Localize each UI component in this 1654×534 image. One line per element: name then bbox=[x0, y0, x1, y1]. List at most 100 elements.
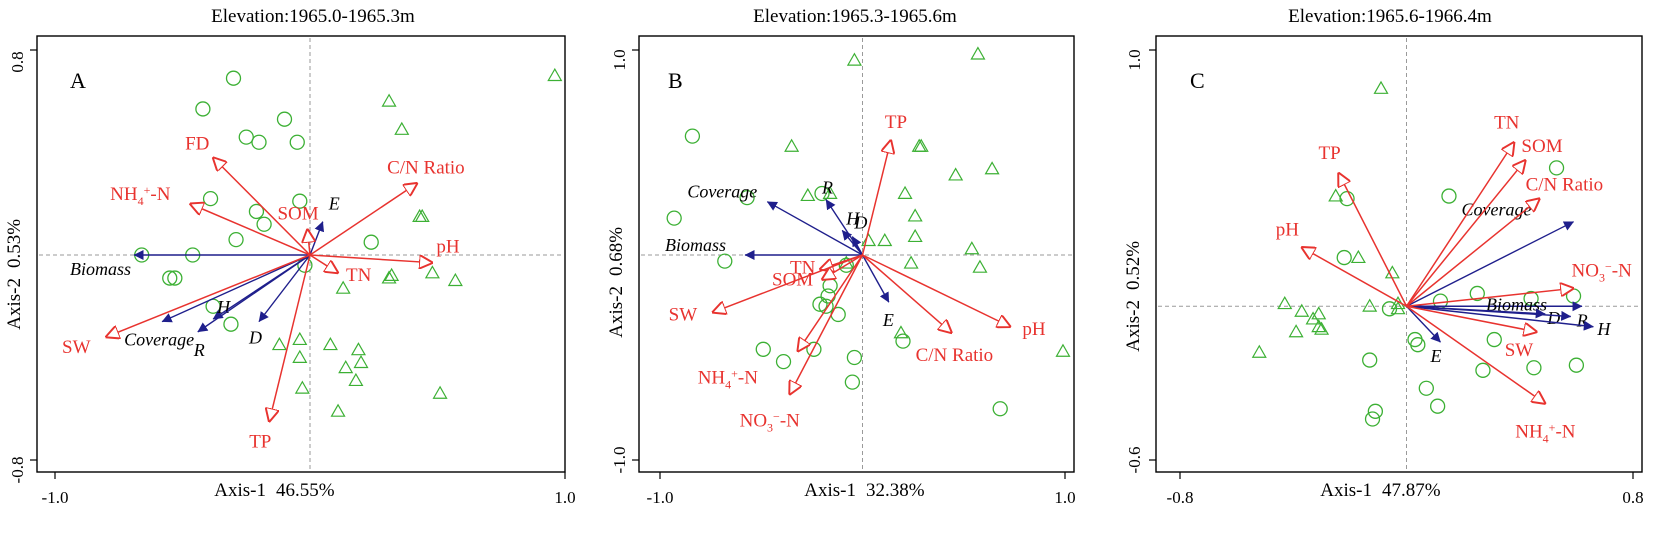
panel-a-triangle-site bbox=[350, 342, 366, 356]
panel-a-triangle-site bbox=[353, 354, 369, 369]
panel-a-env-arrow-tp bbox=[269, 254, 311, 422]
panel-a-env-arrow-som bbox=[307, 229, 310, 256]
panel-c-veg-label-h: H bbox=[1596, 319, 1611, 339]
panel-a-env-label-tp: TP bbox=[249, 432, 271, 453]
panel-a-ylabel-pct: 0.53% bbox=[4, 219, 25, 268]
panel-b-circle-site bbox=[812, 296, 828, 312]
panel-b-triangle-site bbox=[893, 325, 909, 339]
panel-c: Elevation:1965.6-1966.4m C Coverage Bioma… bbox=[1123, 6, 1644, 507]
panel-b-triangle-site bbox=[861, 232, 877, 247]
panel-c-env-label-c-n-ratio: C/N Ratio bbox=[1526, 175, 1604, 196]
panel-c-env-arrow-som bbox=[1405, 160, 1526, 307]
panel-b-env-arrow-ph bbox=[862, 254, 1011, 327]
panel-c-ylabel-pct: 0.52% bbox=[1123, 241, 1144, 290]
panel-a-circle-site bbox=[202, 190, 219, 207]
panel-a-triangle-site bbox=[294, 380, 310, 394]
panel-c-ylabel-name: Axis-2 bbox=[1123, 300, 1144, 352]
panel-a-triangle-site bbox=[414, 208, 430, 223]
panel-c-env-arrow-sw bbox=[1406, 305, 1537, 332]
panel-a-veg-arrow-e bbox=[309, 221, 325, 256]
panel-a-triangle-site bbox=[412, 208, 428, 223]
panel-b-veg-label-biomass: Biomass bbox=[665, 235, 726, 255]
panel-a-triangle-site bbox=[292, 349, 308, 363]
panel-b-env-arrow-som bbox=[822, 254, 863, 280]
panel-c-xlabel-name: Axis-1 bbox=[1320, 480, 1372, 501]
panel-b-xtick-min: -1.0 bbox=[647, 488, 674, 507]
panel-c-letter: C bbox=[1190, 68, 1205, 93]
panel-c-veg-label-d: D bbox=[1546, 308, 1560, 328]
panel-b-ylabel-name: Axis-2 bbox=[606, 286, 627, 338]
panel-c-triangle-site bbox=[1373, 80, 1389, 94]
panel-c-circle-site bbox=[1362, 352, 1378, 368]
panel-a-env-label-ph: pH bbox=[436, 237, 460, 258]
panel-b-triangle-site bbox=[877, 232, 893, 247]
panel-a-env-arrow-nh4-n bbox=[190, 204, 311, 256]
panel-b-ylabel-pct: 0.68% bbox=[606, 227, 627, 276]
panel-a-triangle-site bbox=[335, 280, 351, 294]
panel-c-circle-site bbox=[1418, 380, 1434, 396]
panel-b-plot-area bbox=[638, 35, 1075, 473]
panel-b-triangle-site bbox=[784, 138, 800, 152]
panel-a-circle-site bbox=[289, 134, 305, 150]
panel-b-triangle-site bbox=[911, 138, 927, 152]
panel-a-env-arrow-ph bbox=[309, 254, 432, 263]
panel-b-circle-site bbox=[822, 278, 838, 294]
panel-c-circle-site bbox=[1469, 285, 1485, 302]
panel-b-veg-label-e: E bbox=[882, 310, 894, 330]
panel-c-triangle-site bbox=[1350, 249, 1366, 264]
panel-b-circle-site bbox=[717, 253, 733, 269]
panel-a-triangle-site bbox=[381, 93, 397, 107]
panel-a-veg-arrow-r bbox=[197, 254, 311, 333]
panel-a-env-label-sw: SW bbox=[62, 337, 91, 358]
panel-a-circle-site bbox=[251, 134, 267, 150]
panel-c-veg-arrow-r bbox=[1406, 305, 1572, 321]
panel-c-triangle-site bbox=[1311, 306, 1327, 320]
panel-b-triangle-site bbox=[897, 185, 913, 199]
panel-b-marks: RHDCoverageBiomassETPTNSOMSWNH4+-NNO3−-N… bbox=[632, 38, 1072, 479]
panel-b-letter: B bbox=[668, 68, 683, 93]
panel-b-ytick-min: -1.0 bbox=[610, 447, 629, 474]
panel-c-triangle-site bbox=[1328, 188, 1344, 202]
panel-a-triangle-site bbox=[394, 121, 410, 135]
panel-c-circle-site bbox=[1568, 357, 1585, 373]
panel-b-env-label-nh4-n: NH4+-N bbox=[698, 366, 759, 391]
panel-b-env-arrow-no3-n bbox=[790, 254, 864, 394]
panel-c-circle-site bbox=[1336, 249, 1352, 266]
panel-a-circle-site bbox=[256, 216, 272, 232]
panel-b-circle-site bbox=[739, 189, 755, 206]
panel-c-circle-site bbox=[1486, 331, 1502, 348]
panel-b-env-label-sw: SW bbox=[669, 304, 698, 325]
panel-c-env-label-sw: SW bbox=[1505, 340, 1534, 361]
panel-a-circle-site bbox=[248, 203, 265, 220]
panel-a-triangle-site bbox=[292, 331, 308, 346]
panel-b-triangle-site bbox=[984, 161, 1000, 175]
panel-a-circle-site bbox=[225, 70, 242, 86]
panel-b-env-arrow-tp bbox=[861, 140, 891, 256]
panel-b-veg-arrow-coverage bbox=[766, 201, 863, 256]
panel-b-xtick-max: 1.0 bbox=[1054, 488, 1075, 507]
panel-b-veg-label-r: R bbox=[821, 178, 833, 198]
panel-c-env-arrow-tn bbox=[1405, 142, 1515, 307]
panel-b-circle-site bbox=[775, 353, 792, 370]
panel-a-circle-site bbox=[162, 270, 178, 286]
panel-c-env-label-ph: pH bbox=[1276, 219, 1300, 240]
panel-b-circle-site bbox=[818, 298, 834, 314]
panel-c-plot-area bbox=[1155, 35, 1643, 473]
panel-b-circle-site bbox=[814, 185, 830, 202]
panel-c-title: Elevation:1965.6-1966.4m bbox=[1288, 6, 1492, 27]
panel-b-xlabel-name: Axis-1 bbox=[804, 480, 856, 501]
panel-c-circle-site bbox=[1565, 288, 1582, 304]
panel-a-circle-site bbox=[195, 101, 211, 117]
panel-c-circle-site bbox=[1441, 188, 1457, 204]
panel-b-triangle-site bbox=[907, 208, 923, 222]
panel-c-veg-label-r: R bbox=[1576, 311, 1588, 331]
panel-b-env-label-ph: pH bbox=[1022, 319, 1045, 340]
panel-a-triangle-site bbox=[447, 272, 463, 287]
panel-b: Elevation:1965.3-1965.6m B RHD Coverage Bi… bbox=[606, 6, 1076, 507]
panel-a-plot-area bbox=[36, 35, 566, 473]
panel-a-circle-site bbox=[223, 316, 239, 332]
panel-b-circle-site bbox=[684, 128, 701, 144]
panel-c-ytick-min: -0.6 bbox=[1125, 447, 1144, 474]
